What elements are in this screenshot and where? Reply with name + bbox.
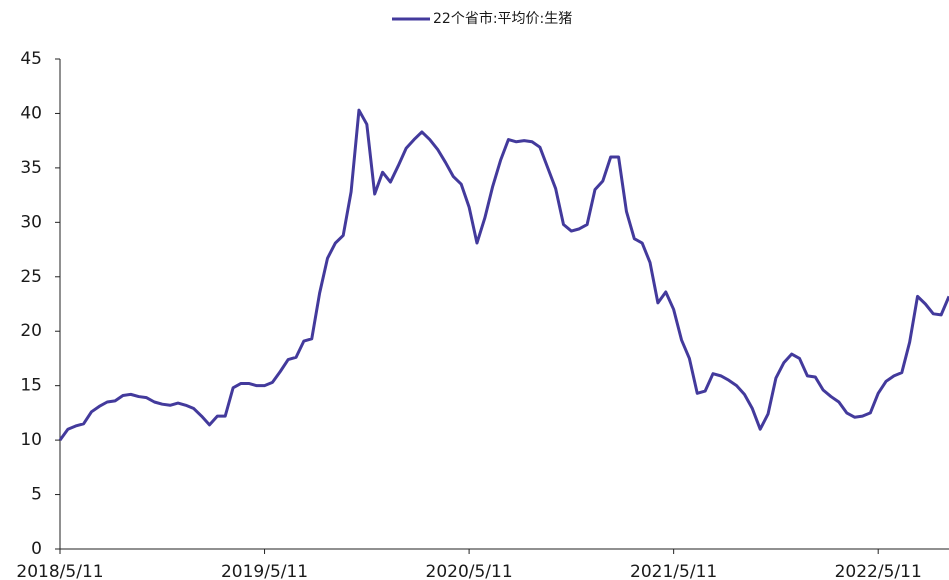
y-tick-label: 15: [20, 376, 42, 396]
y-tick-label: 30: [20, 212, 42, 232]
x-tick-label: 2020/5/11: [426, 562, 513, 580]
y-tick-label: 35: [20, 158, 42, 178]
x-tick-label: 2021/5/11: [630, 562, 717, 580]
y-tick-label: 10: [20, 430, 42, 450]
series-line: [58, 108, 949, 441]
x-tick-label: 2022/5/11: [835, 562, 922, 580]
y-tick-label: 25: [20, 267, 42, 287]
y-tick-label: 20: [20, 321, 42, 341]
x-tick-label: 2019/5/11: [221, 562, 308, 580]
x-tick-label: 2018/5/11: [16, 562, 103, 580]
y-tick-label: 5: [31, 485, 42, 505]
y-tick-label: 40: [20, 103, 42, 123]
y-tick-label: 0: [31, 539, 42, 559]
legend-label: 22个省市:平均价:生猪: [433, 10, 572, 27]
y-tick-label: 45: [20, 49, 42, 69]
